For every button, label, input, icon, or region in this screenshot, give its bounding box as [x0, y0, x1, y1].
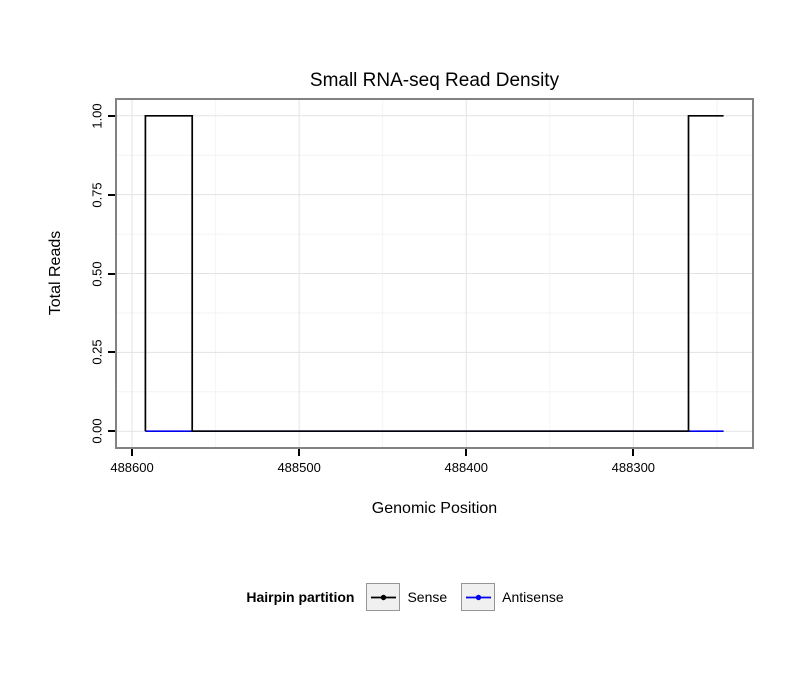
legend-key-glyph — [465, 594, 491, 600]
legend-entry-sense: Sense — [366, 583, 447, 611]
x-axis-title: Genomic Position — [371, 500, 498, 517]
chart-title: Small RNA-seq Read Density — [309, 70, 560, 91]
x-tick-label: 488500 — [277, 460, 321, 475]
plot-area — [117, 100, 752, 447]
y-tick-mark — [108, 193, 115, 196]
plot-panel — [115, 98, 754, 449]
y-tick-mark — [108, 430, 115, 433]
y-axis-title: Total Reads — [47, 230, 64, 316]
legend-label: Sense — [407, 589, 448, 605]
x-tick-label: 488300 — [611, 460, 656, 475]
x-tick-label: 488400 — [444, 460, 488, 475]
y-tick-mark — [108, 272, 115, 275]
y-tick-label: 0.50 — [89, 260, 105, 287]
legend-label: Antisense — [502, 589, 564, 605]
y-tick-mark — [108, 351, 115, 354]
legend-entry-antisense: Antisense — [461, 583, 564, 611]
legend: Hairpin partition Sense Antisense — [0, 582, 810, 612]
y-tick-label: 1.00 — [89, 103, 105, 129]
y-tick-label: 0.00 — [89, 418, 105, 444]
series-line-sense — [144, 114, 724, 433]
x-tick-mark — [465, 449, 468, 456]
x-tick-mark — [131, 449, 134, 456]
x-tick-mark — [298, 449, 301, 456]
legend-entries: Sense Antisense — [366, 583, 564, 611]
y-tick-mark — [108, 114, 115, 117]
legend-title: Hairpin partition — [246, 589, 355, 605]
legend-key-antisense — [461, 583, 496, 611]
legend-key-sense — [366, 583, 401, 611]
legend-key-glyph — [370, 594, 396, 600]
x-tick-label: 488600 — [110, 460, 154, 475]
y-tick-label: 0.75 — [89, 181, 105, 208]
y-tick-label: 0.25 — [89, 339, 105, 366]
x-tick-mark — [632, 449, 635, 456]
